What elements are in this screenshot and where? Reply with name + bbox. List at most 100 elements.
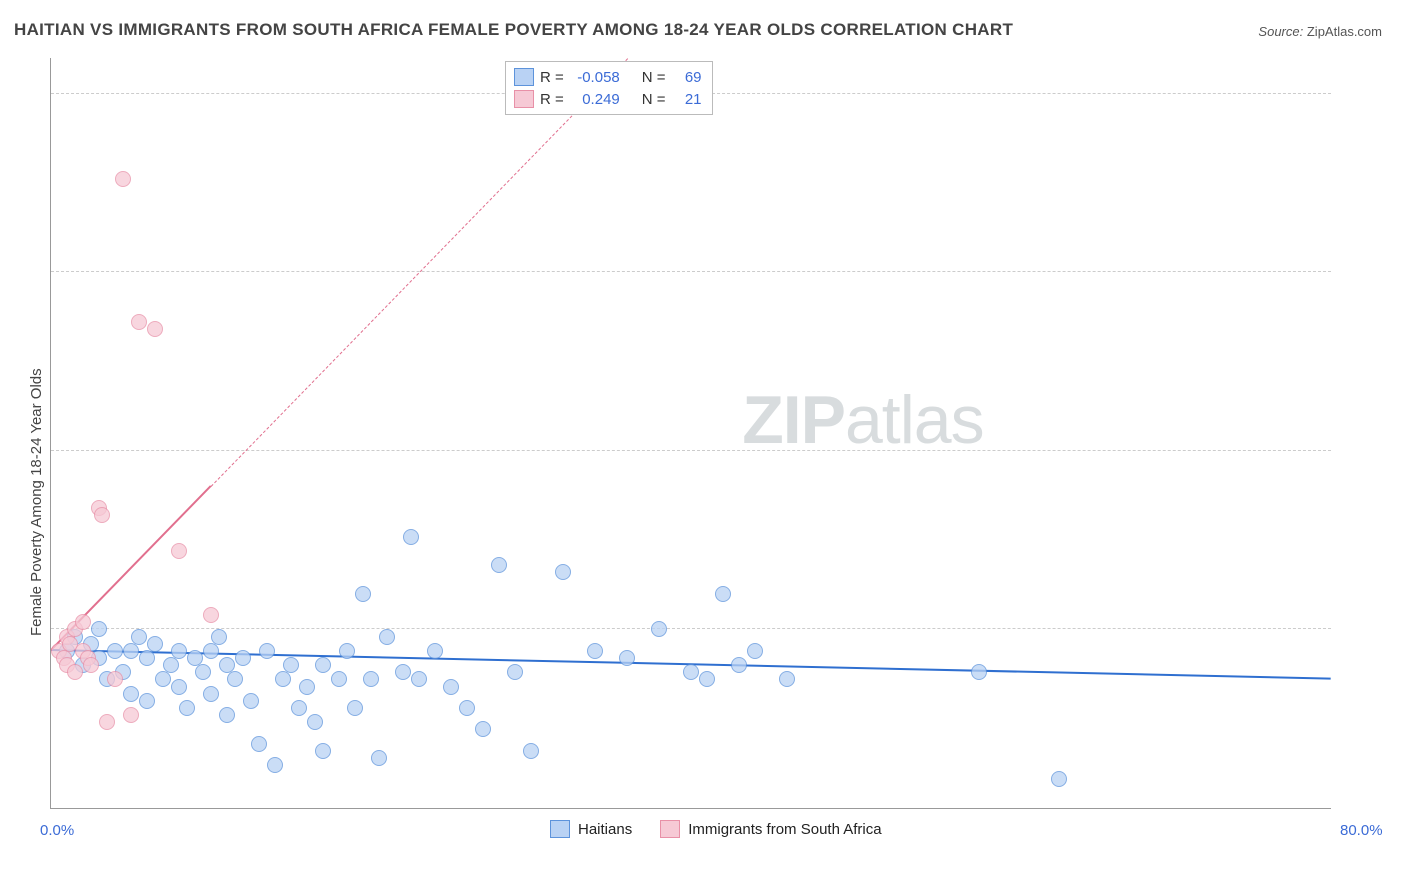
watermark-atlas: atlas bbox=[845, 382, 984, 458]
data-point bbox=[491, 557, 507, 573]
data-point bbox=[67, 664, 83, 680]
data-point bbox=[75, 614, 91, 630]
data-point bbox=[131, 314, 147, 330]
x-tick bbox=[947, 808, 948, 809]
data-point bbox=[147, 636, 163, 652]
data-point bbox=[403, 529, 419, 545]
data-point bbox=[275, 671, 291, 687]
data-point bbox=[163, 657, 179, 673]
data-point bbox=[91, 621, 107, 637]
data-point bbox=[443, 679, 459, 695]
data-point bbox=[715, 586, 731, 602]
r-label: R = bbox=[540, 91, 564, 108]
x-tick bbox=[691, 808, 692, 809]
data-point bbox=[139, 693, 155, 709]
data-point bbox=[363, 671, 379, 687]
legend-item: Haitians bbox=[550, 820, 632, 838]
n-value: 69 bbox=[672, 69, 702, 86]
n-value: 21 bbox=[672, 91, 702, 108]
x-tick bbox=[1075, 808, 1076, 809]
gridline-h bbox=[51, 450, 1331, 451]
data-point bbox=[94, 507, 110, 523]
data-point bbox=[315, 657, 331, 673]
data-point bbox=[331, 671, 347, 687]
data-point bbox=[747, 643, 763, 659]
data-point bbox=[299, 679, 315, 695]
data-point bbox=[251, 736, 267, 752]
data-point bbox=[115, 171, 131, 187]
legend-swatch bbox=[514, 90, 534, 108]
correlation-legend: R =-0.058N =69R =0.249N =21 bbox=[505, 61, 713, 115]
data-point bbox=[523, 743, 539, 759]
x-tick bbox=[307, 808, 308, 809]
data-point bbox=[179, 700, 195, 716]
legend-swatch bbox=[550, 820, 570, 838]
watermark-zip: ZIP bbox=[742, 382, 845, 458]
data-point bbox=[227, 671, 243, 687]
data-point bbox=[459, 700, 475, 716]
data-point bbox=[155, 671, 171, 687]
data-point bbox=[123, 643, 139, 659]
n-label: N = bbox=[642, 69, 666, 86]
data-point bbox=[507, 664, 523, 680]
legend-series-name: Haitians bbox=[578, 821, 632, 838]
legend-row: R =0.249N =21 bbox=[514, 88, 702, 110]
data-point bbox=[371, 750, 387, 766]
data-point bbox=[339, 643, 355, 659]
source-attribution: Source: ZipAtlas.com bbox=[1258, 24, 1382, 39]
data-point bbox=[379, 629, 395, 645]
plot-container: Female Poverty Among 18-24 Year Olds ZIP… bbox=[50, 58, 1356, 808]
data-point bbox=[1051, 771, 1067, 787]
data-point bbox=[555, 564, 571, 580]
data-point bbox=[283, 657, 299, 673]
data-point bbox=[971, 664, 987, 680]
x-tick bbox=[179, 808, 180, 809]
legend-series-name: Immigrants from South Africa bbox=[688, 821, 881, 838]
data-point bbox=[107, 643, 123, 659]
x-axis-max-label: 80.0% bbox=[1340, 822, 1383, 839]
data-point bbox=[139, 650, 155, 666]
data-point bbox=[123, 686, 139, 702]
data-point bbox=[347, 700, 363, 716]
data-point bbox=[171, 643, 187, 659]
data-point bbox=[683, 664, 699, 680]
data-point bbox=[587, 643, 603, 659]
legend-item: Immigrants from South Africa bbox=[660, 820, 881, 838]
gridline-h bbox=[51, 271, 1331, 272]
data-point bbox=[619, 650, 635, 666]
data-point bbox=[203, 607, 219, 623]
data-point bbox=[147, 321, 163, 337]
data-point bbox=[131, 629, 147, 645]
data-point bbox=[211, 629, 227, 645]
data-point bbox=[651, 621, 667, 637]
n-label: N = bbox=[642, 91, 666, 108]
data-point bbox=[259, 643, 275, 659]
source-value: ZipAtlas.com bbox=[1307, 24, 1382, 39]
data-point bbox=[427, 643, 443, 659]
data-point bbox=[355, 586, 371, 602]
data-point bbox=[171, 543, 187, 559]
legend-swatch bbox=[514, 68, 534, 86]
scatter-plot: ZIPatlas 25.0%50.0%75.0%100.0% bbox=[50, 58, 1331, 809]
x-tick bbox=[1203, 808, 1204, 809]
data-point bbox=[779, 671, 795, 687]
data-point bbox=[267, 757, 283, 773]
x-tick bbox=[819, 808, 820, 809]
x-axis-min-label: 0.0% bbox=[40, 822, 74, 839]
data-point bbox=[203, 686, 219, 702]
legend-row: R =-0.058N =69 bbox=[514, 66, 702, 88]
r-label: R = bbox=[540, 69, 564, 86]
data-point bbox=[731, 657, 747, 673]
y-axis-label: Female Poverty Among 18-24 Year Olds bbox=[28, 368, 45, 636]
watermark: ZIPatlas bbox=[742, 381, 983, 459]
data-point bbox=[475, 721, 491, 737]
x-tick bbox=[563, 808, 564, 809]
data-point bbox=[307, 714, 323, 730]
data-point bbox=[107, 671, 123, 687]
gridline-h bbox=[51, 628, 1331, 629]
data-point bbox=[171, 679, 187, 695]
series-legend: Haitians Immigrants from South Africa bbox=[550, 820, 882, 838]
data-point bbox=[315, 743, 331, 759]
source-label: Source: bbox=[1258, 24, 1303, 39]
data-point bbox=[83, 657, 99, 673]
